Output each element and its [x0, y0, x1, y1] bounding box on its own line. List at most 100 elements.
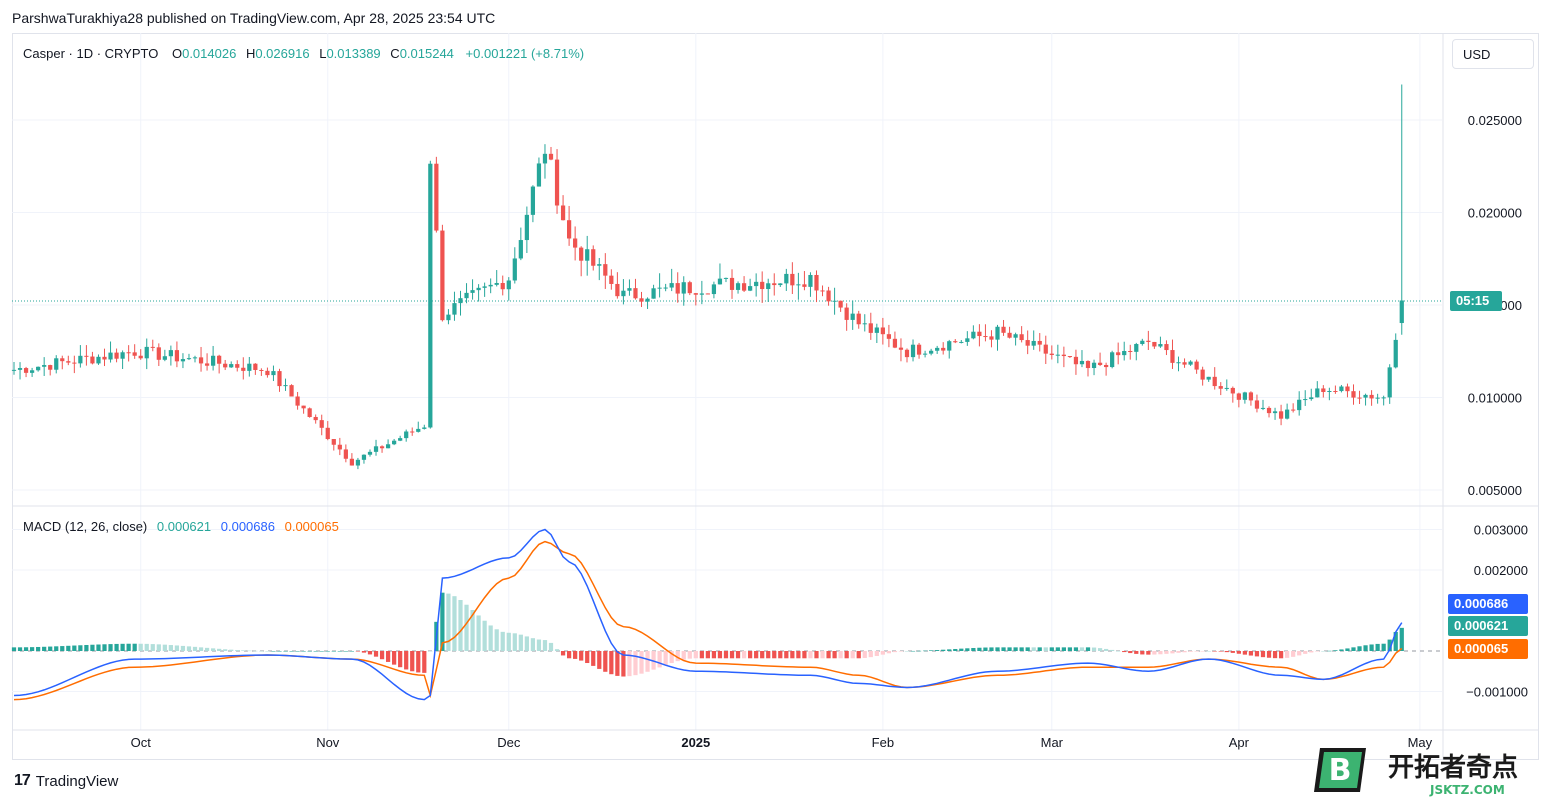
- candle-body: [392, 440, 397, 445]
- candle: [1218, 382, 1223, 396]
- histogram-bar: [204, 647, 210, 651]
- candle: [488, 278, 493, 294]
- candle-body: [54, 358, 59, 370]
- candle: [536, 157, 542, 187]
- histogram-bar: [192, 646, 198, 651]
- histogram-bar: [1097, 648, 1103, 651]
- candle: [410, 427, 415, 436]
- candle: [1085, 360, 1091, 377]
- candle: [259, 368, 264, 376]
- candle: [886, 324, 892, 348]
- candle: [548, 146, 554, 161]
- histogram-bar: [669, 651, 674, 664]
- candle: [247, 356, 252, 377]
- candle-body: [1061, 354, 1066, 357]
- histogram-bar: [820, 651, 825, 659]
- histogram-bar: [271, 651, 276, 652]
- histogram-bar: [1309, 651, 1314, 653]
- candle-body: [506, 280, 511, 290]
- histogram-bar: [319, 651, 324, 652]
- candle-body: [29, 370, 35, 373]
- candle: [1399, 84, 1404, 335]
- candle: [603, 253, 608, 289]
- candle: [42, 357, 47, 376]
- macd-signal-value: 0.000065: [284, 519, 339, 534]
- candle-body: [603, 264, 608, 276]
- histogram-bar: [174, 645, 180, 651]
- histogram-bar: [355, 651, 361, 652]
- candle-body: [693, 293, 698, 295]
- candle-body: [277, 371, 282, 387]
- histogram-bar: [1116, 651, 1121, 652]
- candle: [542, 144, 548, 179]
- histogram-bar: [36, 646, 41, 651]
- candle-body: [880, 327, 885, 335]
- candle: [838, 300, 843, 312]
- candle-body: [597, 264, 602, 266]
- candle-body: [766, 283, 771, 290]
- macd-tick-label: 0.002000: [1474, 563, 1528, 578]
- high-label: H: [245, 46, 256, 61]
- candle-body: [1393, 339, 1398, 368]
- candle-body: [983, 336, 988, 338]
- candle: [192, 355, 198, 363]
- histogram-bar: [1007, 647, 1012, 651]
- candle: [1091, 359, 1097, 376]
- histogram-bar: [916, 650, 922, 652]
- countdown-tag: 05:15: [1450, 291, 1502, 311]
- histogram-bar: [995, 647, 1000, 651]
- currency-button[interactable]: USD: [1452, 39, 1534, 69]
- candle-body: [1266, 407, 1272, 414]
- histogram-bar: [627, 651, 632, 677]
- histogram-bar: [1266, 651, 1272, 658]
- candle-body: [1375, 397, 1380, 399]
- chart-panel[interactable]: [12, 33, 1539, 760]
- histogram-bar: [892, 651, 898, 653]
- candle-body: [180, 359, 186, 362]
- candle: [416, 421, 421, 433]
- candle: [1272, 407, 1278, 420]
- candle: [1206, 376, 1211, 382]
- candle: [1031, 330, 1036, 350]
- candle-body: [862, 323, 867, 325]
- candle-body: [259, 369, 264, 371]
- candle-body: [150, 346, 155, 348]
- tradingview-brand[interactable]: 17 TradingView: [14, 772, 118, 790]
- candle: [965, 331, 970, 346]
- candle-body: [784, 273, 789, 284]
- candle-body: [186, 358, 192, 360]
- macd-price-tag: 0.000686: [1448, 594, 1528, 614]
- candle-body: [132, 352, 137, 356]
- histogram-bar: [530, 638, 536, 651]
- price-tick-label: 0.020000: [1468, 206, 1522, 221]
- candle-body: [844, 307, 849, 320]
- candle: [506, 277, 511, 301]
- candle: [168, 345, 173, 366]
- candle: [1043, 335, 1048, 365]
- candle-body: [566, 220, 572, 239]
- candle-body: [1303, 399, 1308, 401]
- candle-body: [657, 287, 662, 289]
- candle: [935, 345, 940, 354]
- candle: [609, 269, 614, 290]
- candle-body: [241, 367, 246, 371]
- histogram-bar: [500, 631, 505, 651]
- candle: [597, 257, 602, 281]
- candle-body: [820, 290, 825, 292]
- candle: [1285, 403, 1290, 420]
- candle: [573, 226, 578, 261]
- candle-body: [735, 283, 741, 290]
- candle: [1351, 384, 1356, 405]
- histogram-bar: [585, 651, 590, 664]
- candle: [1134, 342, 1139, 361]
- candle: [645, 297, 650, 309]
- candle: [331, 439, 336, 451]
- candle-body: [1218, 386, 1223, 389]
- candle-body: [90, 356, 95, 364]
- pane-divider: [12, 33, 1539, 760]
- candle: [265, 367, 270, 378]
- macd-tick-label: 0.003000: [1474, 523, 1528, 538]
- candle: [48, 364, 53, 376]
- candle: [1061, 346, 1066, 368]
